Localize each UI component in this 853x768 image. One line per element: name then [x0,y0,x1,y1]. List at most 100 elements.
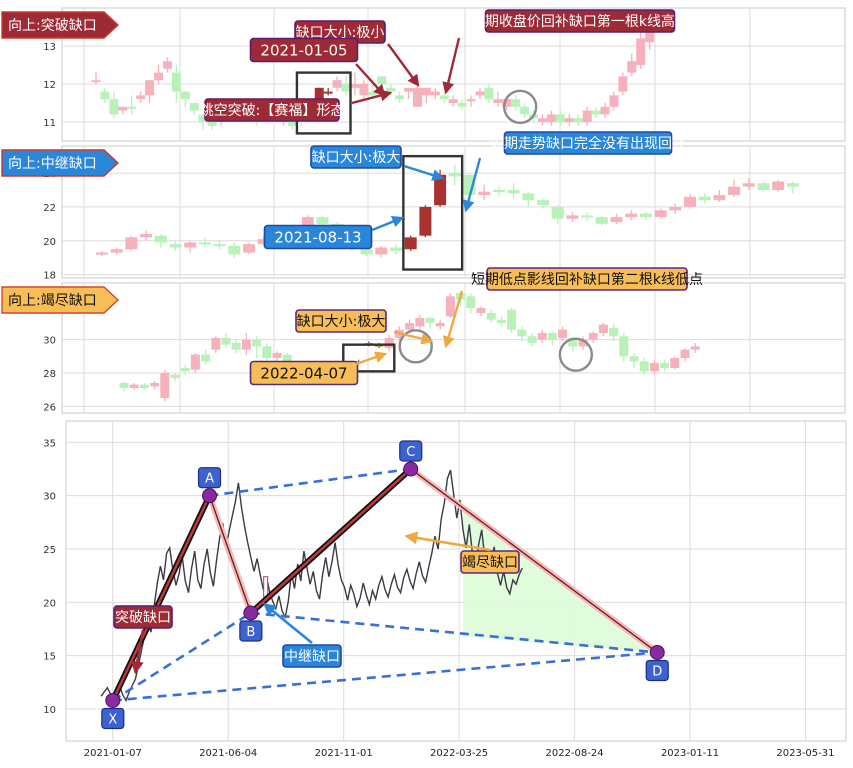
panel-2-candle [537,198,549,209]
panel-3-candle [690,343,700,353]
annot-pattern-1: 跳空突破:【赛福】形态 [200,98,345,122]
panel-1-candle-body [287,122,297,126]
panel-2-candle-body [243,244,255,253]
panel-3-candle [119,381,129,392]
trend-dashed-line [112,611,252,702]
panel-1-candle-body [350,84,360,88]
annot-pattern-1-arrow [351,89,393,105]
panel-1-candle-body [430,91,440,96]
panel-2-candle-body [213,244,226,247]
x-tick-label: 2023-01-11 [661,748,719,759]
x-tick-label: 2021-06-04 [199,748,257,759]
panel-2-candle-body [228,245,241,255]
annot-gap-date-3-arrow [355,351,388,366]
panel-3-candle [527,333,537,347]
panel-1-candle [323,87,333,96]
panel-2-candle-body [125,237,138,250]
panel-3-candle [160,369,170,402]
panel-2-candle [610,213,623,224]
panel-2-candle-body [140,234,153,238]
annot-gap-size-2-box [310,145,402,169]
panel-3-candle-body [517,329,527,337]
panel-3-candle-body [619,336,629,357]
panel-1-candle-body [377,76,387,84]
panel-1-candle [421,87,431,103]
panel-1-candle-body [189,103,199,111]
annot-gap-date-1: 2021-01-05 [249,37,359,63]
panel-3-candle-body [445,296,455,317]
panel-3-candle [619,333,629,362]
panel-3-candle-body [272,353,282,358]
pattern-point-c [403,461,419,477]
panel-3-candle-body [660,363,670,368]
panel-2-candle-body [684,196,696,207]
panel-3-candle [547,331,557,345]
panel-2-candle [419,205,432,238]
panel-1-label-text: 向上:突破缺口 [8,18,97,34]
annot-pattern-1-box [204,98,340,122]
panel-3-candle-body [425,318,435,323]
panel-2-candle [639,212,652,221]
panel-1-candle-body [484,87,494,100]
panel-1-candle [145,80,155,103]
panel-2-candle-body [478,191,491,196]
panel-1-candle [350,72,360,96]
panel-1-label: 向上:突破缺口 [1,11,120,39]
annot-pattern-1-text: 跳空突破:【赛福】形态 [200,103,345,119]
panel-3-candle [221,333,231,348]
panel-2-candle [757,181,770,192]
point-label-box [399,440,423,462]
annot-refill-1-text: 短期收盘价回补缺口第一根k线高点 [471,13,689,30]
panel-2-candle-body [610,217,623,223]
panel-3-candle [670,356,680,370]
panel-1-label-shape [1,11,120,39]
panel-2-candle [625,210,638,221]
panel-1-candle [618,72,628,96]
panel-1-candle [100,87,110,103]
pattern-leg [410,468,658,653]
panel-2-candle-body [742,183,755,187]
panel-1-candle-body [118,106,128,111]
panel-2-candle-body [698,196,711,201]
panel-2-candle-body [110,249,123,253]
panel-1-candle-body [573,118,583,122]
panel-3-candle [150,381,160,390]
panel-1-candle-body [591,110,601,115]
panel-1-candle-body [100,91,110,100]
panel-3-candle [588,331,598,343]
panel-3-candle [507,308,517,333]
panel-3-candle-body [466,296,476,308]
pattern-point-x [105,692,121,708]
price-line [100,469,523,703]
panel-2-candle [728,179,741,197]
panel-3-gap-box [342,343,396,373]
annot-gap-date-2-text: 2021-08-13 [274,228,361,246]
panel-3-candle-body [201,354,211,362]
panel-3-candle [170,373,180,382]
panel-1-ytick-label: 11 [43,118,56,129]
panel-3-candle-body [139,384,149,388]
panel-2-candle [742,178,755,190]
panel-2-candle [566,212,579,223]
annot-gap-date-1-box [249,37,359,63]
panel-1-candle-body [538,118,547,122]
panel-3-candle [517,326,527,342]
panel-1-candle [171,65,181,103]
panel-2-candle [228,242,241,258]
panel-1-candle-body [475,91,485,96]
panel-2-candle-body [448,173,461,177]
panel-1-candle [118,106,128,115]
panel-1-refill-circle [502,89,538,125]
annot-refill-2-text: 短期走势缺口完全没有出现回补 [490,135,686,152]
panel-2-candle-body [669,206,682,211]
panel-3-candle [578,336,588,350]
y-tick-label: 15 [43,652,56,663]
panel-1-candle [591,106,601,119]
panel-3-label: 向上:竭尽缺口 [1,286,120,314]
panel-1-candle-body [439,95,449,100]
panel-2-candle [492,186,505,197]
panel-3-candle-body [680,349,690,358]
panel-2-candle-body [625,213,638,218]
panel-3-candle-body [211,338,221,350]
